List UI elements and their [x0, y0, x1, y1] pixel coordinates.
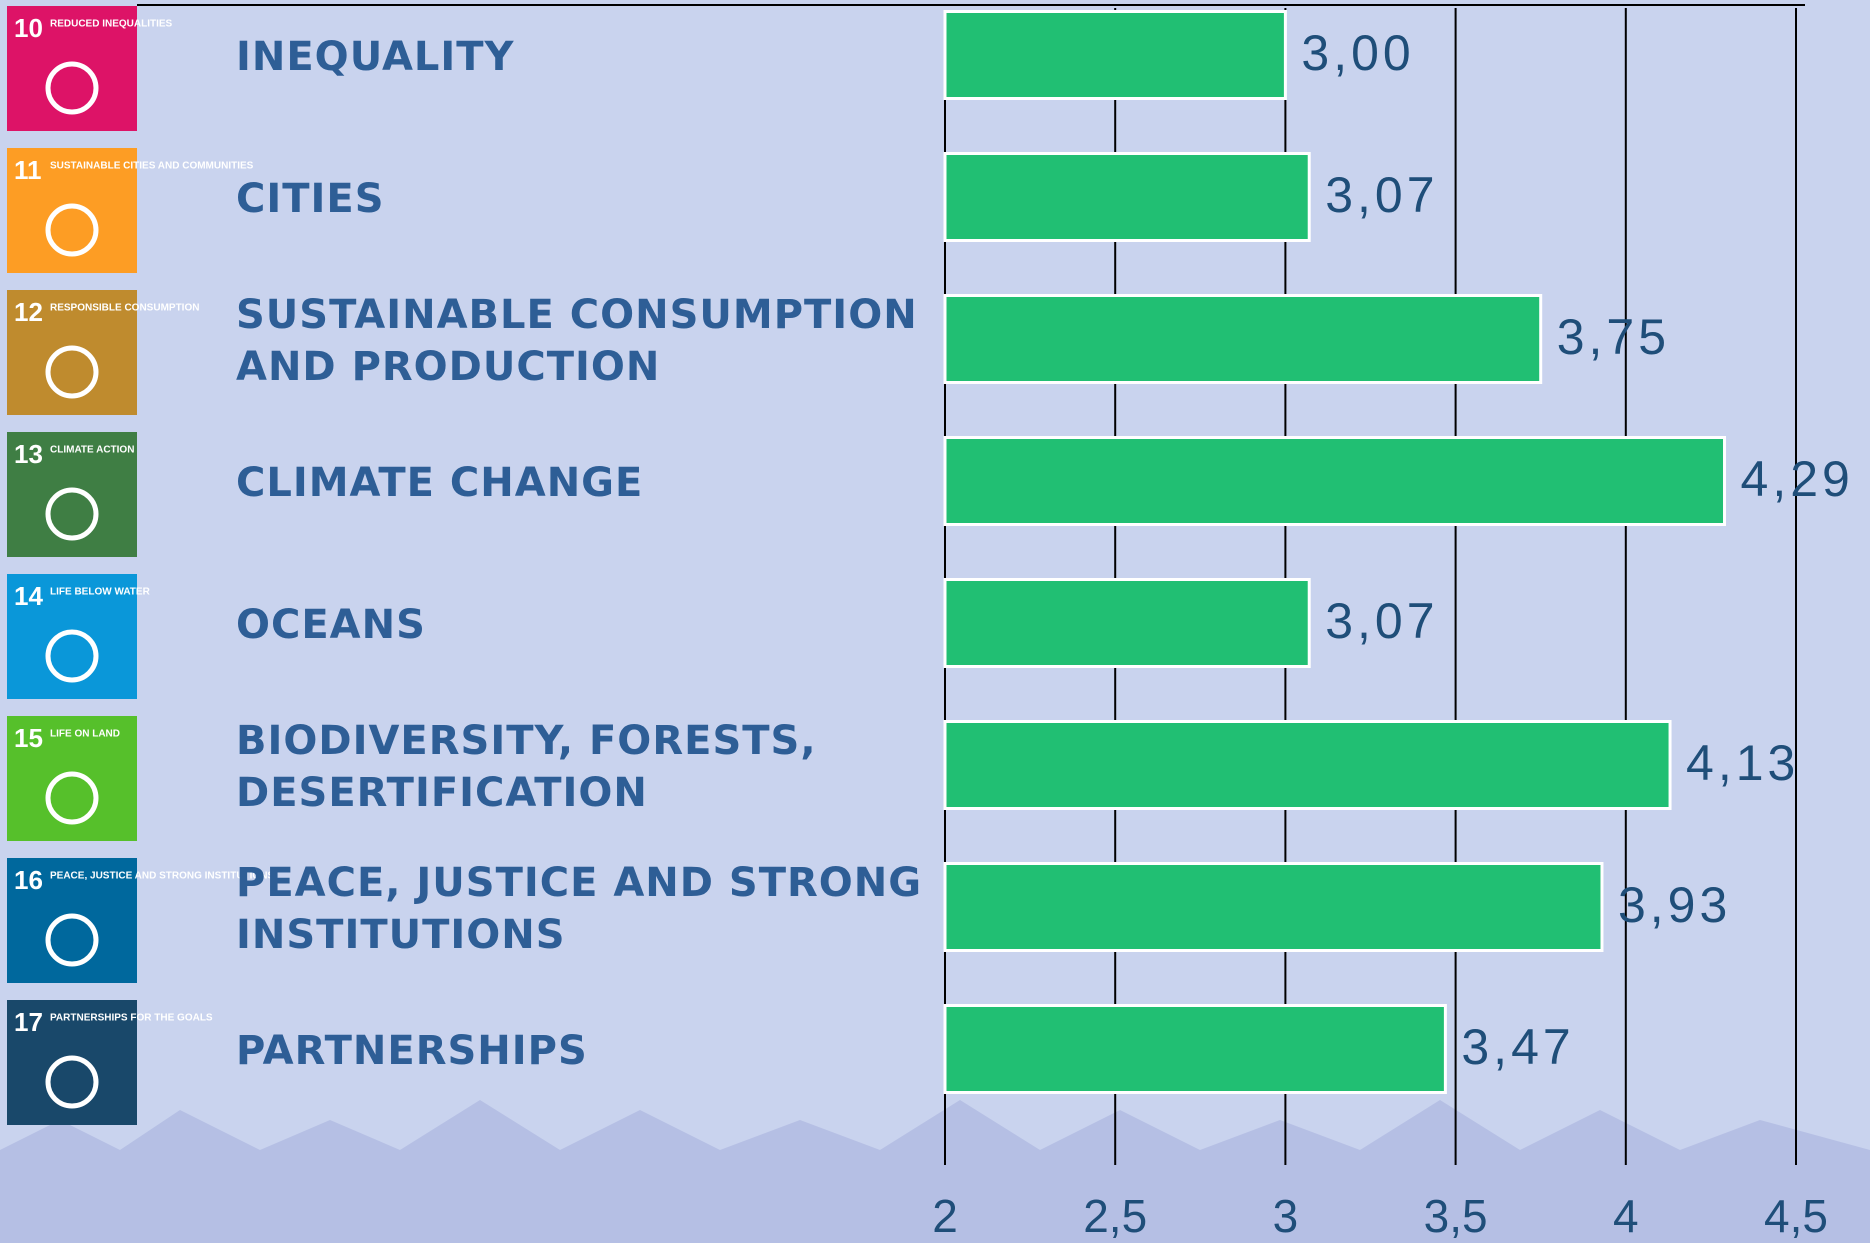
value-label: 4,29 — [1741, 451, 1854, 507]
sdg-label: PARTNERSHIPS FOR THE GOALS — [50, 1013, 213, 1024]
category-line: AND PRODUCTION — [236, 344, 660, 390]
sdg-number: 12 — [14, 297, 43, 327]
category-label: CITIES — [236, 176, 385, 222]
category-label: CLIMATE CHANGE — [236, 460, 643, 506]
x-tick-label: 4,5 — [1764, 1190, 1828, 1242]
category-label: PARTNERSHIPS — [236, 1028, 588, 1074]
bar — [945, 1006, 1445, 1093]
value-label: 4,13 — [1686, 735, 1799, 791]
sdg-number: 16 — [14, 865, 43, 895]
sdg-number: 15 — [14, 723, 43, 753]
x-tick-label: 2 — [932, 1190, 958, 1242]
sdg-label: SUSTAINABLE CITIES AND COMMUNITIES — [50, 161, 254, 172]
sdg-number: 17 — [14, 1007, 43, 1037]
category-line: PEACE, JUSTICE AND STRONG — [236, 860, 922, 906]
sdg-number: 14 — [14, 581, 43, 611]
x-tick-label: 2,5 — [1083, 1190, 1147, 1242]
sdg-label: RESPONSIBLE CONSUMPTION — [50, 303, 199, 314]
chart: 10 REDUCED INEQUALITIES 11 SUSTAINABLE CITI… — [0, 0, 1870, 1243]
x-tick-label: 4 — [1613, 1190, 1639, 1242]
sdg-number: 10 — [14, 13, 43, 43]
category-line: DESERTIFICATION — [236, 770, 648, 816]
sdg-label: REDUCED INEQUALITIES — [50, 19, 173, 30]
sdg-number: 13 — [14, 439, 43, 469]
category-label: INEQUALITY — [236, 34, 515, 80]
x-tick-label: 3,5 — [1424, 1190, 1488, 1242]
value-label: 3,07 — [1325, 593, 1438, 649]
bar — [945, 438, 1725, 525]
bar — [945, 580, 1309, 667]
sdg-number: 11 — [14, 155, 42, 185]
value-label: 3,00 — [1301, 25, 1414, 81]
category-line: CITIES — [236, 176, 385, 222]
bar — [945, 12, 1285, 99]
category-line: INSTITUTIONS — [236, 912, 566, 958]
value-label: 3,93 — [1618, 877, 1731, 933]
bar — [945, 296, 1541, 383]
category-line: OCEANS — [236, 602, 426, 648]
value-label: 3,47 — [1461, 1019, 1574, 1075]
value-label: 3,75 — [1557, 309, 1670, 365]
category-line: CLIMATE CHANGE — [236, 460, 643, 506]
category-line: INEQUALITY — [236, 34, 515, 80]
sdg-label: CLIMATE ACTION — [50, 445, 134, 456]
bar — [945, 722, 1670, 809]
category-line: SUSTAINABLE CONSUMPTION — [236, 292, 918, 338]
category-label: OCEANS — [236, 602, 426, 648]
sdg-label: LIFE BELOW WATER — [50, 587, 151, 598]
bar — [945, 864, 1602, 951]
category-line: BIODIVERSITY, FORESTS, — [236, 718, 817, 764]
sdg-label: LIFE ON LAND — [50, 729, 120, 740]
category-line: PARTNERSHIPS — [236, 1028, 588, 1074]
x-tick-label: 3 — [1273, 1190, 1299, 1242]
value-label: 3,07 — [1325, 167, 1438, 223]
bar — [945, 154, 1309, 241]
